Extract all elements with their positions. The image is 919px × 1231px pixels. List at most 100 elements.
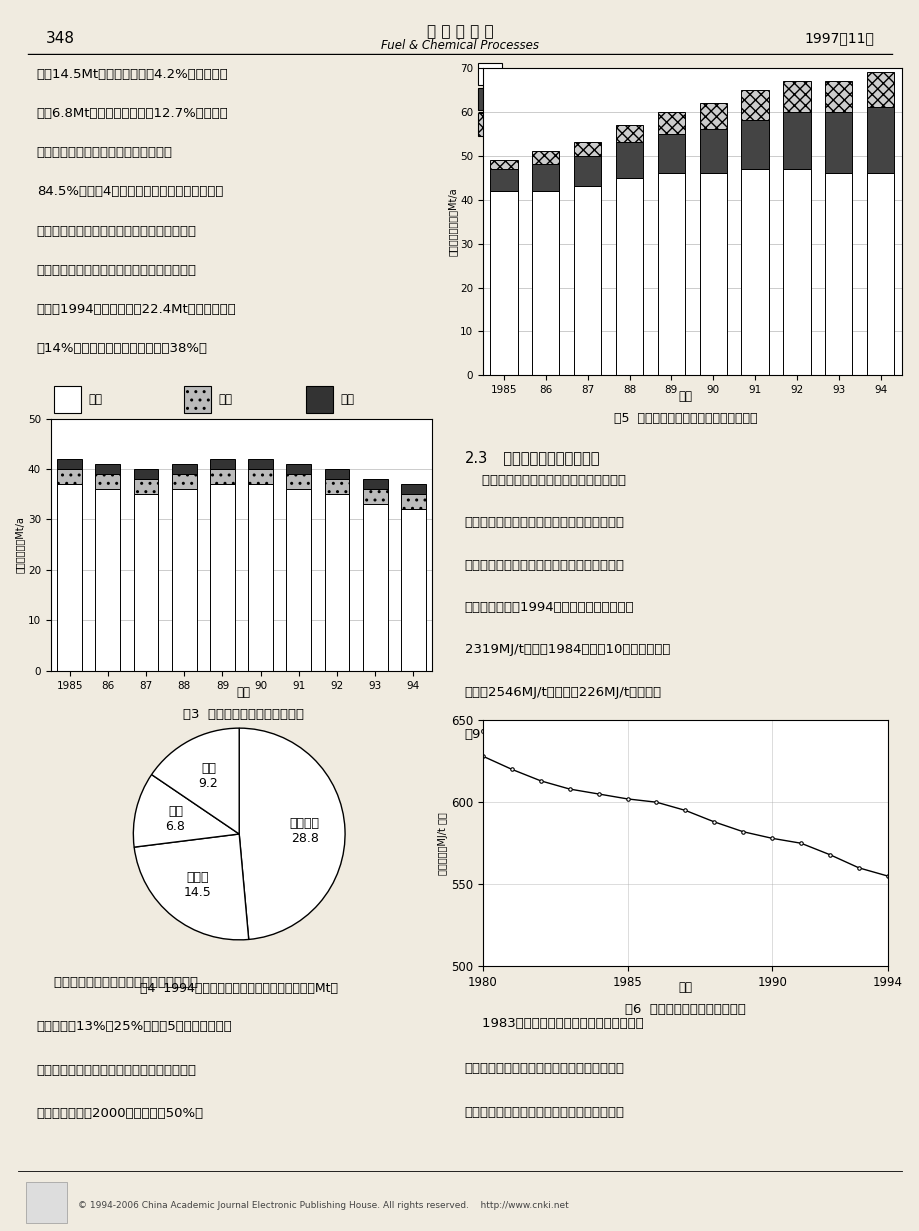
Text: 的14%，占整个冶金用煤进口量的38%。: 的14%，占整个冶金用煤进口量的38%。: [37, 342, 208, 356]
Bar: [210, 469, 234, 484]
Text: 图5  日本钢铁工业冶金用煤进口量的变化: 图5 日本钢铁工业冶金用煤进口量的变化: [613, 412, 756, 426]
Bar: [531, 151, 559, 165]
Bar: [172, 464, 197, 474]
Bar: [490, 169, 517, 191]
Bar: [324, 494, 349, 671]
Text: 不断增加以及煤水分控制装置和干熄焦装置数: 不断增加以及煤水分控制装置和干熄焦装置数: [37, 225, 197, 238]
Text: 将继续增加，到2000年可能超过50%。: 将继续增加，到2000年可能超过50%。: [37, 1108, 204, 1120]
Bar: [286, 474, 311, 489]
Bar: [573, 143, 601, 155]
Text: 高炉: 高炉: [89, 393, 103, 406]
Bar: [478, 113, 502, 135]
Text: 澳大利亚
28.8: 澳大利亚 28.8: [289, 817, 320, 844]
Bar: [401, 494, 425, 510]
Bar: [573, 186, 601, 375]
Text: 个国家进口的煤占总进口冶金用煤量的: 个国家进口的煤占总进口冶金用煤量的: [37, 146, 173, 159]
Bar: [57, 459, 82, 469]
Bar: [401, 510, 425, 671]
Bar: [615, 124, 642, 143]
Bar: [362, 479, 387, 489]
Text: 1997年11月: 1997年11月: [803, 32, 873, 46]
Text: 美国
6.8: 美国 6.8: [165, 805, 185, 832]
Bar: [478, 63, 502, 85]
Text: 的量分别占13%和25%（见图5）。不粘结或弱: 的量分别占13%和25%（见图5）。不粘结或弱: [37, 1019, 233, 1033]
Bar: [362, 489, 387, 505]
Bar: [866, 174, 893, 375]
Bar: [741, 121, 768, 169]
Bar: [824, 81, 852, 112]
Bar: [490, 160, 517, 169]
Bar: [782, 81, 810, 112]
Bar: [741, 169, 768, 375]
Bar: [96, 489, 120, 671]
Bar: [324, 469, 349, 479]
Text: 1983年，新日铁大分厂的煤调湿装置首次: 1983年，新日铁大分厂的煤调湿装置首次: [464, 1017, 642, 1030]
Text: 炼焦用不粘结或弱粘结性煤: 炼焦用不粘结或弱粘结性煤: [508, 92, 592, 106]
Text: 图4  1994年日本钢铁工业冶金用煤的进口量（Mt）: 图4 1994年日本钢铁工业冶金用煤的进口量（Mt）: [140, 982, 338, 996]
Text: 84.5%（见图4），由于往高炉内喷吹的煤粉量: 84.5%（见图4），由于往高炉内喷吹的煤粉量: [37, 186, 223, 198]
Bar: [248, 484, 273, 671]
Bar: [698, 129, 726, 174]
Text: 年份: 年份: [677, 981, 692, 995]
Bar: [698, 103, 726, 129]
Bar: [782, 112, 810, 169]
Text: Fuel & Chemical Processes: Fuel & Chemical Processes: [380, 39, 539, 52]
Text: 炼焦技术最近的发展情况: 炼焦技术最近的发展情况: [493, 451, 599, 467]
Text: 2.3: 2.3: [464, 451, 487, 467]
Text: 2319MJ/t煤，从1984年起的10年时间里，耗: 2319MJ/t煤，从1984年起的10年时间里，耗: [464, 644, 669, 656]
Bar: [362, 505, 387, 671]
Y-axis label: 焦炭消耗量，Mt/a: 焦炭消耗量，Mt/a: [15, 516, 25, 574]
Y-axis label: 炉耗热量，MJ/t 干煤: 炉耗热量，MJ/t 干煤: [437, 812, 448, 874]
Text: 两次石油危机以后，能源费用高涨，煤调: 两次石油危机以后，能源费用高涨，煤调: [464, 474, 625, 487]
Text: 投入工业生产，从那时起，由于该技术不仅能: 投入工业生产，从那时起，由于该技术不仅能: [464, 1061, 624, 1075]
Bar: [531, 165, 559, 191]
Text: 粘结性煤的进口量占总冶金用煤进口量的比例: 粘结性煤的进口量占总冶金用煤进口量的比例: [37, 1064, 197, 1077]
Bar: [866, 73, 893, 107]
Bar: [531, 191, 559, 375]
Bar: [184, 385, 210, 414]
Bar: [133, 479, 158, 494]
Bar: [615, 143, 642, 177]
Bar: [824, 174, 852, 375]
Wedge shape: [239, 728, 345, 939]
Text: 燃 料 与 化 工: 燃 料 与 化 工: [426, 23, 493, 39]
Wedge shape: [152, 728, 239, 835]
Bar: [478, 87, 502, 111]
Y-axis label: 冶金用煤进口量，Mt/a: 冶金用煤进口量，Mt/a: [447, 187, 457, 256]
Bar: [657, 112, 685, 134]
Bar: [866, 107, 893, 174]
Text: 量的增加，不粘结或弱粘结性煤的进口量逐年: 量的增加，不粘结或弱粘结性煤的进口量逐年: [37, 263, 197, 277]
Bar: [490, 191, 517, 375]
Bar: [133, 469, 158, 479]
Text: 喷吹用不粘结或弱粘结性煤: 喷吹用不粘结或弱粘结性煤: [508, 118, 592, 132]
Wedge shape: [134, 835, 248, 939]
Bar: [210, 484, 234, 671]
Bar: [741, 90, 768, 121]
Bar: [824, 112, 852, 174]
Bar: [401, 484, 425, 494]
Text: © 1994-2006 China Academic Journal Electronic Publishing House. All rights reser: © 1994-2006 China Academic Journal Elect…: [78, 1200, 568, 1210]
Text: 热量由2546MJ/t煤下降了226MJ/t煤，约下: 热量由2546MJ/t煤下降了226MJ/t煤，约下: [464, 686, 661, 699]
Text: 用于粉煤喷吹和炼焦的不粘结或弱粘结煤: 用于粉煤喷吹和炼焦的不粘结或弱粘结煤: [37, 976, 198, 990]
Text: 取这些措施后，1994年焦炉的耗热量下降到: 取这些措施后，1994年焦炉的耗热量下降到: [464, 601, 633, 614]
FancyBboxPatch shape: [26, 1182, 67, 1222]
Bar: [573, 155, 601, 186]
Text: 达到节能的目的，而且还能增加廉价的不粘结: 达到节能的目的，而且还能增加廉价的不粘结: [464, 1107, 624, 1119]
Bar: [248, 469, 273, 484]
Bar: [57, 469, 82, 484]
Bar: [96, 474, 120, 489]
Bar: [96, 464, 120, 474]
Bar: [286, 489, 311, 671]
Bar: [782, 169, 810, 375]
Text: 其它: 其它: [340, 393, 355, 406]
Text: 其它
9.2: 其它 9.2: [199, 762, 218, 790]
Text: 图3  日本钢铁工业的焦炭消耗量: 图3 日本钢铁工业的焦炭消耗量: [183, 708, 304, 721]
Bar: [615, 177, 642, 375]
Bar: [172, 474, 197, 489]
Wedge shape: [133, 774, 239, 847]
Bar: [657, 174, 685, 375]
Bar: [54, 385, 81, 414]
Text: 口了6.8Mt，比上一年下降了12.7%。从这三: 口了6.8Mt，比上一年下降了12.7%。从这三: [37, 107, 228, 119]
Text: 炼焦煤: 炼焦煤: [508, 68, 528, 81]
Text: 增加，1994年的进口量为22.4Mt，超过上一年: 增加，1994年的进口量为22.4Mt，超过上一年: [37, 303, 236, 316]
